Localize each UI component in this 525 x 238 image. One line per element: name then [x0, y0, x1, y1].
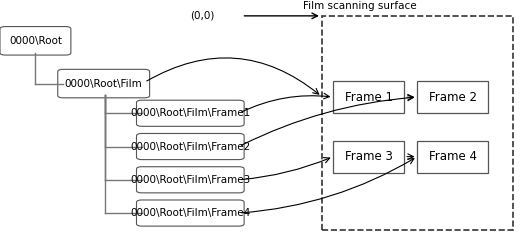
Text: 0000\Root\Film\Frame3: 0000\Root\Film\Frame3 [130, 175, 250, 185]
Text: 0000\Root\Film: 0000\Root\Film [65, 79, 143, 89]
FancyBboxPatch shape [417, 141, 488, 173]
Text: (0,0): (0,0) [190, 11, 214, 21]
Text: 0000\Root\Film\Frame1: 0000\Root\Film\Frame1 [130, 108, 250, 118]
Bar [322, 16, 513, 230]
Text: Frame 2: Frame 2 [429, 91, 477, 104]
Text: Frame 3: Frame 3 [345, 150, 393, 163]
Text: 0000\Root\Film\Frame4: 0000\Root\Film\Frame4 [130, 208, 250, 218]
Text: Film scanning surface: Film scanning surface [303, 1, 416, 11]
Text: Frame 4: Frame 4 [429, 150, 477, 163]
FancyBboxPatch shape [333, 141, 404, 173]
FancyBboxPatch shape [136, 134, 244, 160]
FancyBboxPatch shape [136, 200, 244, 226]
FancyBboxPatch shape [0, 27, 71, 55]
Text: 0000\Root\Film\Frame2: 0000\Root\Film\Frame2 [130, 142, 250, 152]
Text: 0000\Root: 0000\Root [9, 36, 62, 46]
Text: Frame 1: Frame 1 [345, 91, 393, 104]
FancyBboxPatch shape [58, 69, 150, 98]
FancyBboxPatch shape [333, 81, 404, 113]
FancyBboxPatch shape [136, 100, 244, 126]
FancyBboxPatch shape [417, 81, 488, 113]
FancyBboxPatch shape [136, 167, 244, 193]
